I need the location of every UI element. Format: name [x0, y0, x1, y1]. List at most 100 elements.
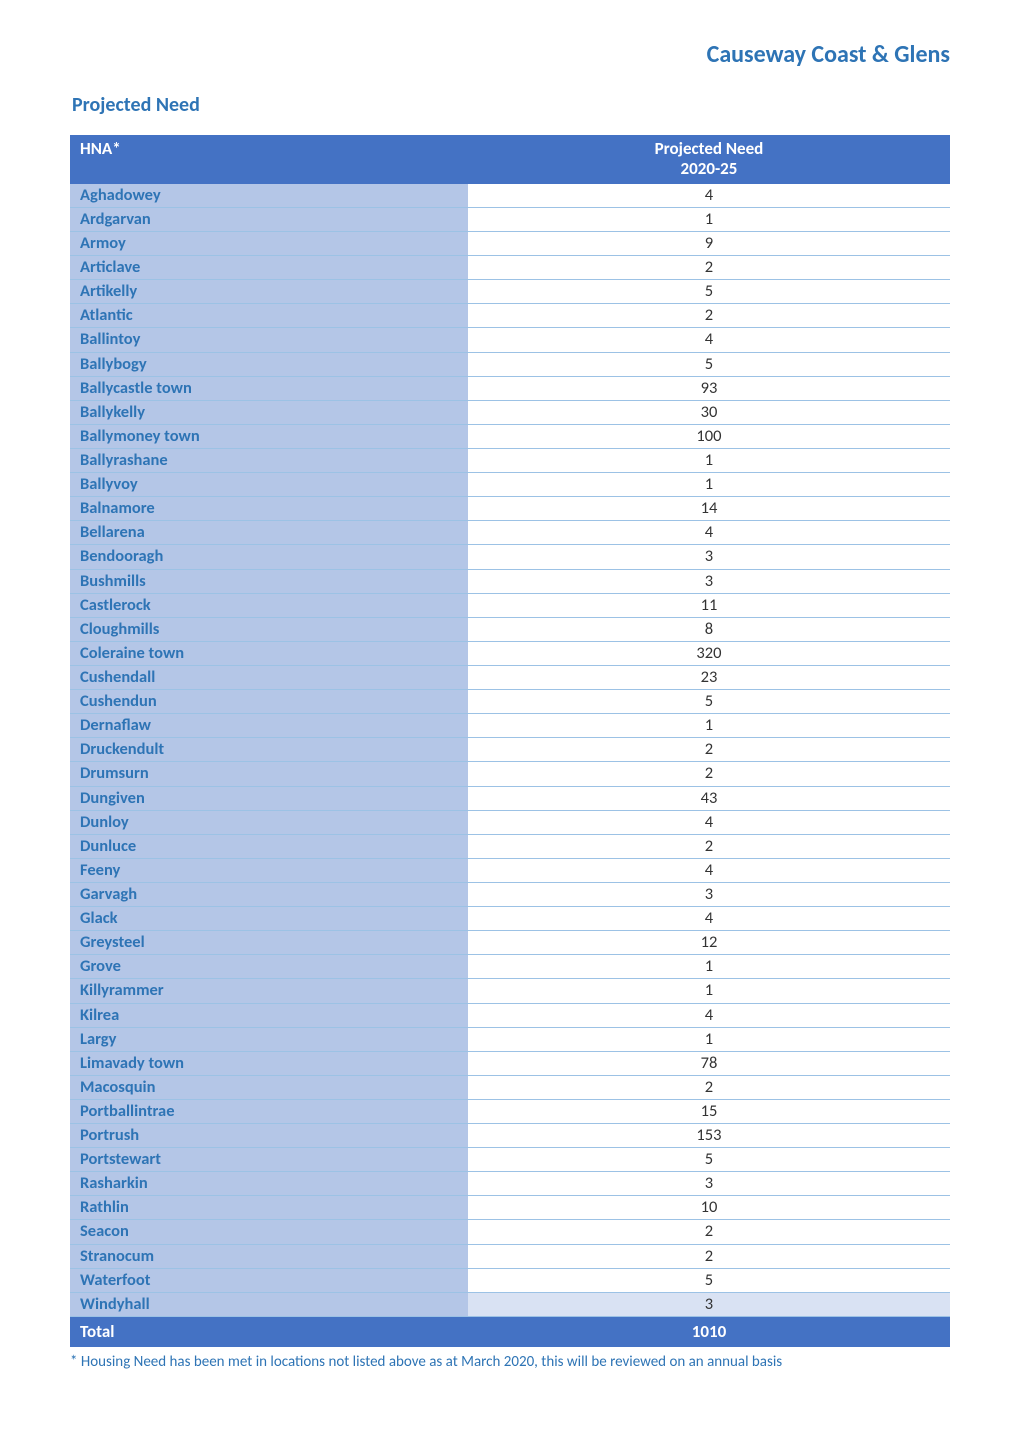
row-label: Ballymoney town: [70, 424, 468, 448]
table-row: Portballintrae15: [70, 1099, 950, 1123]
table-row: Bendooragh3: [70, 545, 950, 569]
table-row: Garvagh3: [70, 882, 950, 906]
row-label: Limavady town: [70, 1051, 468, 1075]
row-value: 5: [468, 280, 950, 304]
table-row: Ballintoy4: [70, 328, 950, 352]
table-row: Atlantic2: [70, 304, 950, 328]
table-row: Rasharkin3: [70, 1172, 950, 1196]
table-row: Cushendun5: [70, 690, 950, 714]
row-label: Aghadowey: [70, 184, 468, 208]
table-row: Artikelly5: [70, 280, 950, 304]
table-row: Greysteel12: [70, 931, 950, 955]
row-label: Garvagh: [70, 882, 468, 906]
table-row: Ballyvoy1: [70, 473, 950, 497]
row-value: 43: [468, 786, 950, 810]
table-row: Kilrea4: [70, 1003, 950, 1027]
table-total-row: Total 1010: [70, 1316, 950, 1346]
total-label: Total: [70, 1316, 468, 1346]
projected-need-table: HNA* Projected Need 2020-25 Aghadowey4Ar…: [70, 135, 950, 1347]
row-label: Ballyrashane: [70, 448, 468, 472]
section-heading: Projected Need: [72, 93, 950, 117]
row-value: 9: [468, 232, 950, 256]
table-row: Portstewart5: [70, 1148, 950, 1172]
row-label: Dunloy: [70, 810, 468, 834]
row-label: Waterfoot: [70, 1268, 468, 1292]
table-row: Dunloy4: [70, 810, 950, 834]
row-value: 5: [468, 352, 950, 376]
table-row: Coleraine town320: [70, 641, 950, 665]
row-label: Ballycastle town: [70, 376, 468, 400]
row-label: Cushendall: [70, 665, 468, 689]
row-label: Bushmills: [70, 569, 468, 593]
row-label: Castlerock: [70, 593, 468, 617]
row-label: Articlave: [70, 256, 468, 280]
row-label: Druckendult: [70, 738, 468, 762]
row-value: 10: [468, 1196, 950, 1220]
row-value: 320: [468, 641, 950, 665]
row-value: 4: [468, 810, 950, 834]
table-row: Limavady town78: [70, 1051, 950, 1075]
row-label: Portrush: [70, 1124, 468, 1148]
row-value: 14: [468, 497, 950, 521]
row-label: Macosquin: [70, 1075, 468, 1099]
table-row: Ballybogy5: [70, 352, 950, 376]
table-row: Feeny4: [70, 858, 950, 882]
row-label: Cloughmills: [70, 617, 468, 641]
row-label: Ballybogy: [70, 352, 468, 376]
row-value: 78: [468, 1051, 950, 1075]
table-row: Rathlin10: [70, 1196, 950, 1220]
table-row: Cloughmills8: [70, 617, 950, 641]
row-label: Bellarena: [70, 521, 468, 545]
row-label: Glack: [70, 907, 468, 931]
table-row: Glack4: [70, 907, 950, 931]
row-label: Ballintoy: [70, 328, 468, 352]
row-value: 1: [468, 1027, 950, 1051]
row-value: 2: [468, 762, 950, 786]
table-row: Druckendult2: [70, 738, 950, 762]
row-value: 11: [468, 593, 950, 617]
table-row: Balnamore14: [70, 497, 950, 521]
total-value: 1010: [468, 1316, 950, 1346]
row-value: 3: [468, 545, 950, 569]
row-value: 4: [468, 907, 950, 931]
row-value: 5: [468, 1148, 950, 1172]
table-row: Waterfoot5: [70, 1268, 950, 1292]
row-label: Rasharkin: [70, 1172, 468, 1196]
row-value: 4: [468, 858, 950, 882]
row-value: 2: [468, 834, 950, 858]
table-row: Ballycastle town93: [70, 376, 950, 400]
row-value: 1: [468, 448, 950, 472]
row-label: Kilrea: [70, 1003, 468, 1027]
footnote: * Housing Need has been met in locations…: [70, 1353, 950, 1373]
row-value: 4: [468, 1003, 950, 1027]
row-value: 4: [468, 184, 950, 208]
row-value: 5: [468, 1268, 950, 1292]
table-row: Windyhall3: [70, 1292, 950, 1316]
row-value: 8: [468, 617, 950, 641]
table-row: Bellarena4: [70, 521, 950, 545]
row-value: 2: [468, 1075, 950, 1099]
row-label: Killyrammer: [70, 979, 468, 1003]
row-label: Portballintrae: [70, 1099, 468, 1123]
col-header-projected-line2: 2020-25: [681, 158, 738, 179]
table-row: Ballymoney town100: [70, 424, 950, 448]
table-row: Macosquin2: [70, 1075, 950, 1099]
table-row: Ardgarvan1: [70, 207, 950, 231]
table-row: Articlave2: [70, 256, 950, 280]
row-value: 3: [468, 569, 950, 593]
row-label: Dernaflaw: [70, 714, 468, 738]
row-value: 1: [468, 207, 950, 231]
col-header-projected: Projected Need 2020-25: [468, 135, 950, 184]
row-value: 2: [468, 738, 950, 762]
row-label: Bendooragh: [70, 545, 468, 569]
row-label: Artikelly: [70, 280, 468, 304]
row-value: 100: [468, 424, 950, 448]
row-label: Dungiven: [70, 786, 468, 810]
row-label: Greysteel: [70, 931, 468, 955]
row-label: Dunluce: [70, 834, 468, 858]
row-value: 2: [468, 1220, 950, 1244]
table-row: Cushendall23: [70, 665, 950, 689]
row-value: 3: [468, 1292, 950, 1316]
table-row: Castlerock11: [70, 593, 950, 617]
row-value: 15: [468, 1099, 950, 1123]
